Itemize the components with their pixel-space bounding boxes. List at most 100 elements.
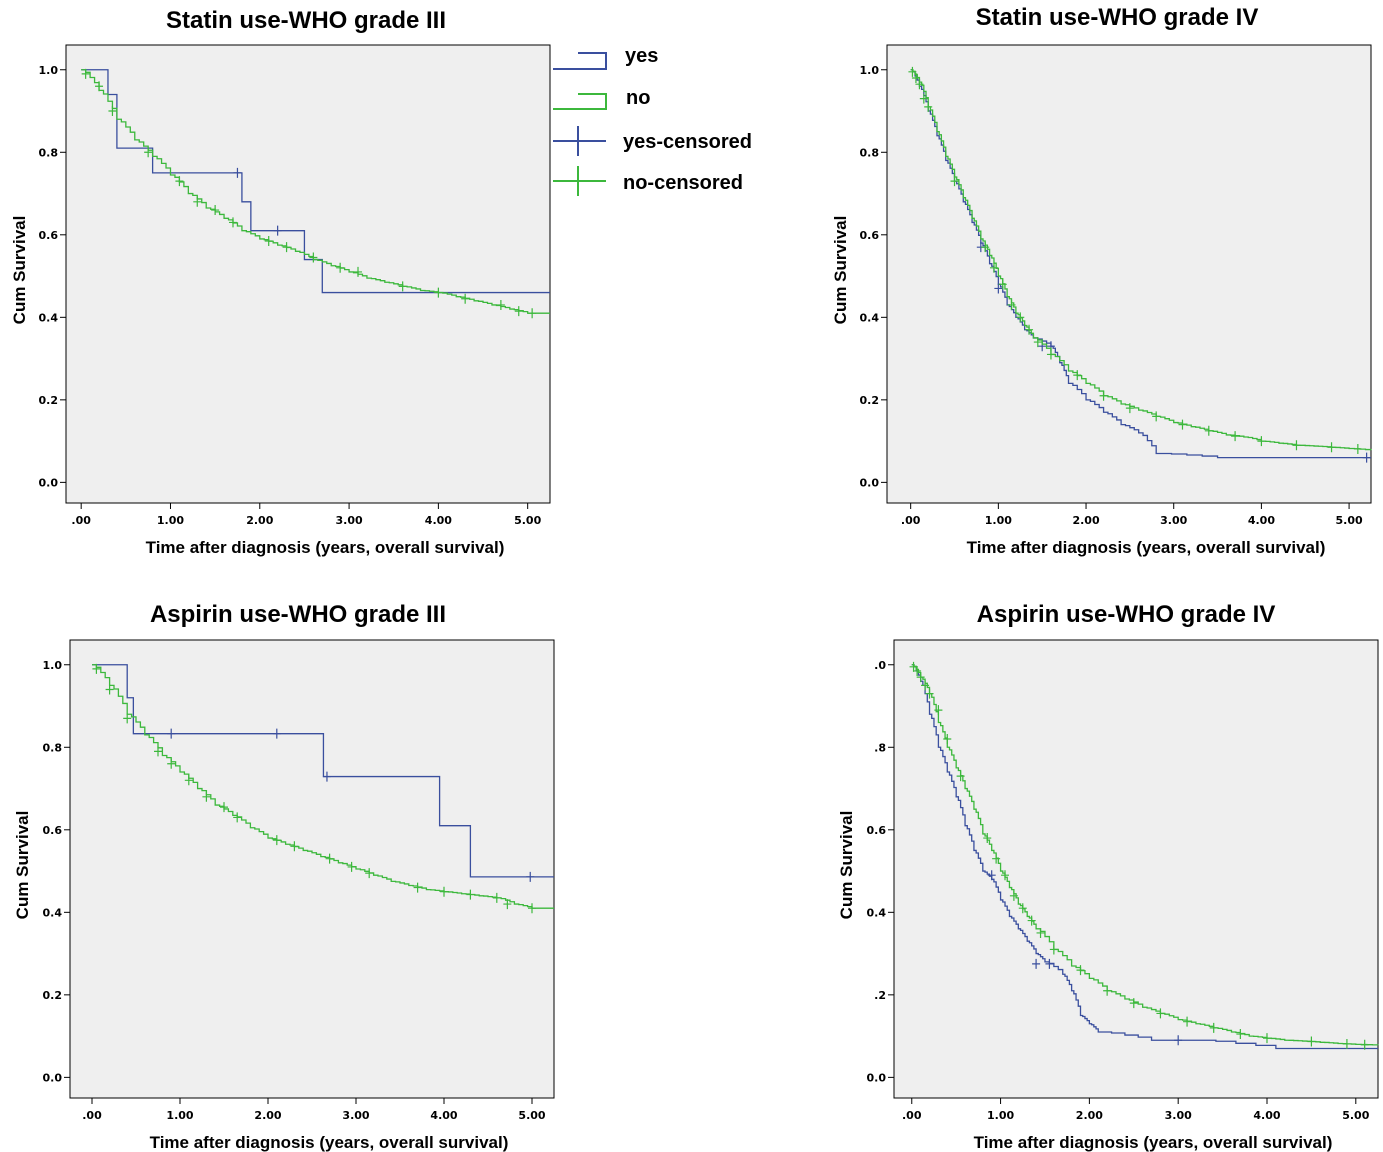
censor-mark-no: [514, 306, 523, 317]
legend-item-yes-censored: yes-censored: [553, 126, 752, 156]
y-tick-label: 0.6: [867, 824, 887, 837]
y-tick-label: 0.8: [43, 741, 63, 754]
y-tick-label: 0.4: [867, 906, 887, 919]
censor-mark-no: [989, 262, 998, 273]
censor-mark-no: [1353, 443, 1362, 454]
censor-mark-no: [461, 293, 470, 304]
censor-mark-no: [934, 705, 943, 716]
y-tick-label: 0.8: [39, 146, 59, 159]
legend-label: no-censored: [623, 172, 743, 194]
censor-mark-no: [220, 802, 228, 813]
x-tick-label: 1.00: [987, 1109, 1014, 1122]
censor-mark-no: [211, 205, 220, 216]
censor-mark-no: [1103, 985, 1112, 996]
x-tick-label: 2.00: [1076, 1109, 1103, 1122]
plot-series: [81, 68, 550, 319]
x-axis-label: Time after diagnosis (years, overall sur…: [146, 538, 505, 557]
x-tick-label: .00: [901, 514, 921, 527]
legend-label: yes-censored: [623, 131, 752, 153]
y-tick-label: 0.2: [39, 394, 59, 407]
censor-mark-no: [144, 147, 153, 158]
censor-mark-no: [1360, 1039, 1369, 1050]
x-axis-label: Time after diagnosis (years, overall sur…: [150, 1133, 509, 1152]
x-tick-label: 2.00: [246, 514, 273, 527]
censor-mark-no: [921, 680, 930, 691]
censor-mark-no: [434, 287, 443, 298]
x-tick-label: 2.00: [1072, 514, 1099, 527]
censor-mark-no: [956, 771, 965, 782]
legend-swatch-no: [553, 93, 607, 110]
plot-area: [893, 639, 1379, 1099]
censor-mark-yes: [273, 225, 282, 236]
censor-mark-no: [943, 734, 952, 745]
y-tick-label: 0.2: [43, 989, 63, 1002]
censor-mark-no: [1009, 890, 1018, 901]
censor-mark-no: [95, 81, 104, 92]
panel-title: Statin use-WHO grade IV: [976, 4, 1259, 31]
censor-mark-no: [1036, 927, 1045, 938]
censor-mark-no: [924, 101, 933, 112]
y-tick-label: 0.4: [860, 311, 880, 324]
y-tick-label: .2: [874, 989, 886, 1002]
legend-item-no-censored: no-censored: [553, 166, 743, 196]
plot-series: [92, 663, 554, 914]
y-tick-label: 0.4: [39, 311, 59, 324]
censor-mark-no: [503, 899, 512, 910]
censor-mark-no: [1007, 299, 1016, 310]
x-tick-label: 4.00: [425, 514, 452, 527]
legend-label: yes: [625, 45, 658, 67]
censor-mark-no: [1204, 425, 1213, 436]
censor-mark-no: [108, 106, 117, 117]
censor-mark-no: [1076, 965, 1085, 976]
plot-area: [65, 44, 551, 504]
panel-title: Statin use-WHO grade III: [166, 7, 446, 34]
censor-mark-yes: [526, 871, 535, 882]
censor-mark-no: [336, 262, 345, 273]
x-tick-label: 5.00: [514, 514, 541, 527]
censor-mark-no: [1231, 431, 1240, 442]
censor-mark-no: [1342, 1038, 1351, 1049]
series-line-yes: [911, 664, 1378, 1050]
x-tick-label: .00: [902, 1109, 922, 1122]
x-tick-label: 1.00: [985, 514, 1012, 527]
y-tick-label: 0.0: [43, 1071, 63, 1084]
y-tick-label: 0.0: [39, 476, 59, 489]
panel-statin-grade-4: Statin use-WHO grade IV 0.0 0.2 0.4 0.6 0.8 1…: [831, 4, 1372, 557]
censor-mark-no: [1292, 440, 1301, 451]
y-axis-ticks: 0.0 0.2 0.4 0.6 0.8 1.0: [860, 64, 887, 489]
censor-mark-no: [1046, 349, 1055, 360]
censor-mark-no: [354, 266, 363, 277]
censor-mark-no: [1027, 915, 1036, 926]
censor-mark-no: [398, 281, 407, 292]
censor-mark-no: [1236, 1029, 1245, 1040]
censor-mark-yes: [322, 771, 331, 782]
y-axis-ticks: 0.0 0.2 0.4 0.6 0.8 1.0: [43, 659, 70, 1084]
y-tick-label: 1.0: [39, 64, 59, 77]
censor-mark-no: [915, 79, 924, 90]
censor-mark-no: [1073, 370, 1082, 381]
x-tick-label: 3.00: [1165, 1109, 1192, 1122]
censor-mark-no: [123, 713, 132, 724]
censor-mark-no: [193, 196, 202, 207]
y-tick-label: 0.4: [43, 906, 63, 919]
censor-mark-no: [911, 73, 920, 84]
x-axis-ticks: .00 1.00 2.00 3.00 4.00 5.00: [71, 503, 542, 527]
censor-mark-no: [1178, 419, 1187, 430]
legend-label: no: [626, 87, 650, 109]
censor-mark-no: [1129, 998, 1138, 1009]
censor-mark-no: [347, 861, 356, 872]
censor-mark-no: [365, 868, 374, 879]
censor-mark-no: [1016, 312, 1025, 323]
panel-aspirin-grade-3: Aspirin use-WHO grade III 0.00.20.40.60.…: [13, 601, 555, 1152]
x-tick-label: .00: [82, 1109, 102, 1122]
censor-mark-no: [154, 746, 162, 757]
censor-mark-no: [908, 66, 917, 77]
y-tick-label: 0.6: [39, 229, 59, 242]
x-tick-label: .00: [71, 514, 91, 527]
censor-mark-yes: [272, 728, 281, 739]
x-tick-label: 1.00: [166, 1109, 193, 1122]
censor-mark-no: [528, 903, 536, 914]
y-axis-label: Cum Survival: [10, 216, 29, 325]
series-line-no: [81, 69, 550, 314]
